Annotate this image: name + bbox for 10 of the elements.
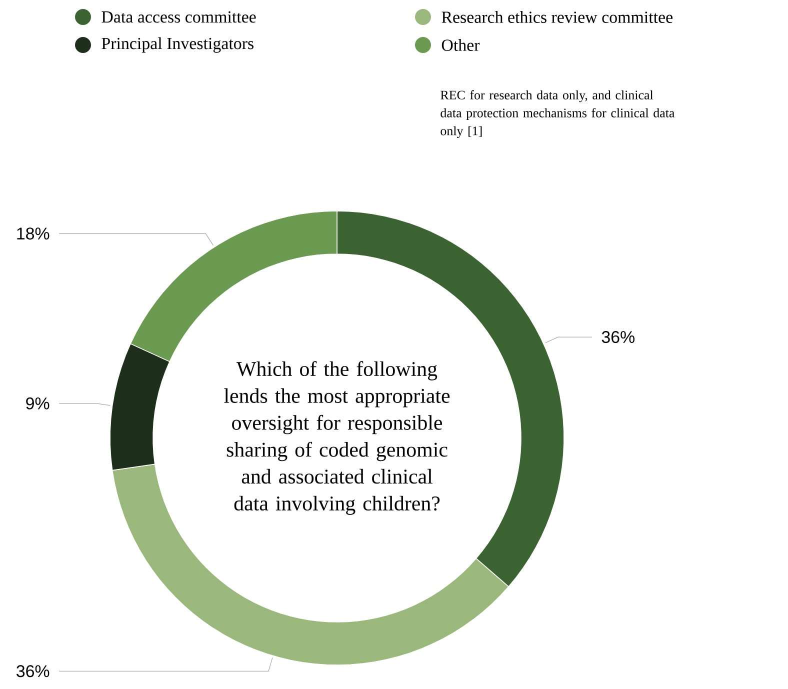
data-label: 18%	[17, 228, 50, 240]
legend-label: Other	[442, 39, 480, 51]
text: REC for research data only, and clinical data protection mechanisms for clinical data only [1]	[440, 90, 675, 138]
data-label: 9%	[26, 397, 50, 410]
data-label: 36%	[16, 665, 50, 678]
legend-label: Data access committee	[102, 11, 256, 23]
legend-label: Research ethics review committee	[442, 11, 672, 23]
data-label: 36%	[602, 331, 634, 344]
legend-label: Principal Investigators	[102, 37, 254, 53]
text: Which of the following lends the most appropriate oversight for responsible sharing of coded genomic and associated clinical data involving children?	[224, 361, 450, 515]
